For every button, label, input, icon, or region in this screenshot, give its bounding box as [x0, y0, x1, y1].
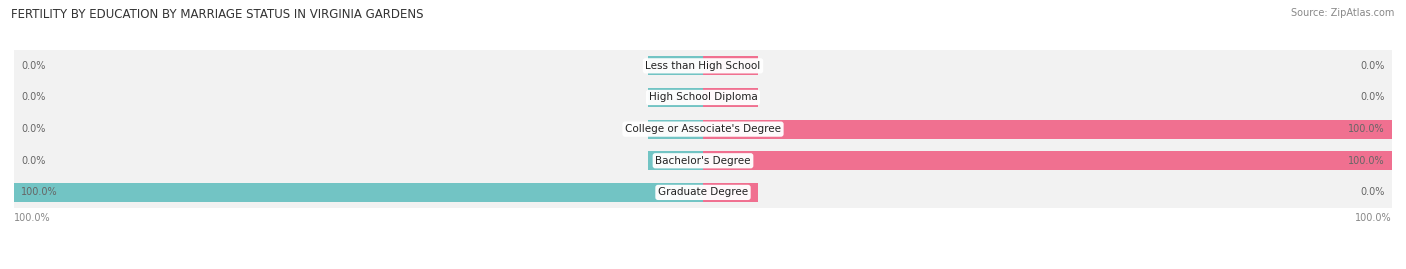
Text: 100.0%: 100.0%	[14, 213, 51, 223]
Text: 100.0%: 100.0%	[1348, 156, 1385, 166]
Bar	[14, 82, 1392, 113]
Text: 0.0%: 0.0%	[1361, 93, 1385, 102]
Bar	[14, 50, 1392, 82]
Bar	[703, 183, 758, 202]
Text: Graduate Degree: Graduate Degree	[658, 187, 748, 197]
Text: 0.0%: 0.0%	[21, 61, 45, 71]
Bar	[14, 183, 703, 202]
Text: 0.0%: 0.0%	[21, 156, 45, 166]
Text: FERTILITY BY EDUCATION BY MARRIAGE STATUS IN VIRGINIA GARDENS: FERTILITY BY EDUCATION BY MARRIAGE STATU…	[11, 8, 423, 21]
Text: High School Diploma: High School Diploma	[648, 93, 758, 102]
Text: 100.0%: 100.0%	[1348, 124, 1385, 134]
Text: Source: ZipAtlas.com: Source: ZipAtlas.com	[1291, 8, 1395, 18]
Bar	[14, 145, 1392, 176]
Text: College or Associate's Degree: College or Associate's Degree	[626, 124, 780, 134]
Bar	[703, 88, 758, 107]
Text: Bachelor's Degree: Bachelor's Degree	[655, 156, 751, 166]
Bar	[648, 151, 703, 170]
Bar	[14, 176, 1392, 208]
Text: Less than High School: Less than High School	[645, 61, 761, 71]
Text: 100.0%: 100.0%	[1355, 213, 1392, 223]
Text: 0.0%: 0.0%	[1361, 187, 1385, 197]
Text: 100.0%: 100.0%	[21, 187, 58, 197]
Bar	[703, 120, 1392, 139]
Text: 0.0%: 0.0%	[1361, 61, 1385, 71]
Bar	[703, 56, 758, 75]
Bar	[703, 151, 1392, 170]
Bar	[14, 113, 1392, 145]
Text: 0.0%: 0.0%	[21, 124, 45, 134]
Bar	[648, 88, 703, 107]
Text: 0.0%: 0.0%	[21, 93, 45, 102]
Bar	[648, 56, 703, 75]
Bar	[648, 120, 703, 139]
